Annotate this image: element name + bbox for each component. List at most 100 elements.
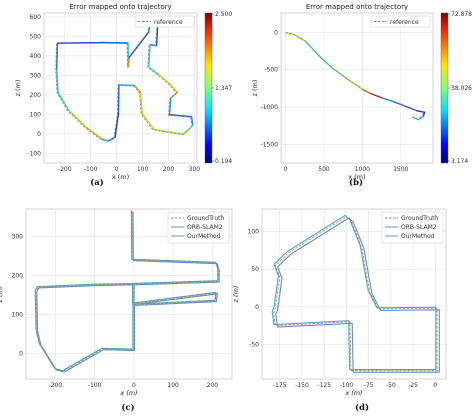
y-axis-label: z (m) xyxy=(14,80,22,97)
colorbar-label-max: 72.878 xyxy=(451,11,472,18)
x-tick-label: 0 xyxy=(433,382,437,389)
ground-truth-line xyxy=(273,216,438,372)
colorbar-label-mid: 38.026 xyxy=(451,85,472,92)
panel-caption: (c) xyxy=(121,402,134,413)
y-tick-label: 50 xyxy=(251,266,259,273)
x-tick-label: -100 xyxy=(88,382,102,389)
y-axis-label: z (m) xyxy=(251,80,259,97)
chart-title: Error mapped onto trajectory xyxy=(69,3,171,11)
x-tick-label: -75 xyxy=(364,382,374,389)
legend-label: ORB-SLAM2 xyxy=(187,224,223,231)
error-segment xyxy=(118,84,136,87)
x-tick-label: 500 xyxy=(318,166,330,173)
error-segment xyxy=(190,115,194,127)
y-tick-label: -500 xyxy=(264,67,278,74)
x-tick-label: -100 xyxy=(340,382,354,389)
legend: reference xyxy=(370,15,431,28)
colorbar-label-max: 2.500 xyxy=(215,11,232,18)
error-segment xyxy=(133,84,142,93)
error-segment xyxy=(85,126,103,140)
y-axis-label: z (m) xyxy=(232,286,240,304)
x-axis-label: x (m) xyxy=(344,389,362,397)
plot-area xyxy=(280,12,434,164)
legend-box xyxy=(134,15,195,28)
error-segment xyxy=(422,111,426,118)
x-tick-label: -125 xyxy=(317,382,331,389)
x-tick-label: 100 xyxy=(137,166,149,173)
legend: GroundTruth ORB-SLAM2 OurMethod xyxy=(381,211,444,244)
x-tick-label: 0 xyxy=(284,166,288,173)
y-tick-label: 100 xyxy=(30,111,42,118)
legend: reference xyxy=(134,15,195,28)
error-segment xyxy=(153,128,185,135)
y-tick-label: 300 xyxy=(30,72,42,79)
y-tick-label: 300 xyxy=(12,233,24,240)
error-segment xyxy=(57,91,70,111)
reference-line xyxy=(55,21,193,143)
y-tick-label: 200 xyxy=(12,272,24,279)
error-segment xyxy=(416,110,426,113)
error-segment xyxy=(179,114,193,118)
x-tick-label: 200 xyxy=(163,166,175,173)
panel-d: -175 -150 -125 -100 -75 -50 -25 0 -50 0 50 100 x (m)… xyxy=(232,208,447,413)
colorbar-label-mid: 1.347 xyxy=(215,85,232,92)
y-tick-label: 500 xyxy=(30,33,42,40)
y-tick-label: -100 xyxy=(27,150,41,157)
x-tick-label: -50 xyxy=(386,382,396,389)
legend-label: GroundTruth xyxy=(187,215,224,222)
colorbar: 2.500 1.347 0.194 xyxy=(204,11,232,165)
y-tick-label: 0 xyxy=(274,29,278,36)
error-segment xyxy=(57,41,106,44)
error-segment xyxy=(67,109,88,129)
x-tick-label: 1500 xyxy=(393,166,408,173)
x-tick-label: -25 xyxy=(408,382,418,389)
error-segment xyxy=(127,56,131,68)
panel-caption: (d) xyxy=(355,402,369,413)
error-segment xyxy=(148,66,160,76)
x-axis-label: x (m) xyxy=(112,173,129,181)
error-segment xyxy=(168,97,172,116)
x-tick-label: 1000 xyxy=(355,166,370,173)
y-tick-label: 100 xyxy=(12,312,24,319)
colorbar-gradient xyxy=(204,12,213,164)
error-segment xyxy=(285,32,295,36)
x-tick-label: 300 xyxy=(189,166,201,173)
error-segment xyxy=(56,42,59,70)
x-tick-label: 100 xyxy=(167,382,179,389)
panel-a: -200 -100 0 100 200 300 -100 0 100 200 300 400 500 60… xyxy=(14,3,232,188)
x-axis-label: x (m) xyxy=(119,389,137,397)
y-tick-label: -1500 xyxy=(261,141,279,148)
x-tick-label: 0 xyxy=(115,166,119,173)
orb-slam2-line xyxy=(36,211,220,373)
y-tick-label: -50 xyxy=(249,341,259,348)
colorbar-label-min: 3.174 xyxy=(451,158,468,165)
y-tick-label: 0 xyxy=(255,304,259,311)
x-tick-label: 0 xyxy=(132,382,136,389)
y-tick-label: 100 xyxy=(248,229,260,236)
legend-label: OurMethod xyxy=(187,233,221,240)
x-tick-label: -150 xyxy=(295,382,309,389)
legend: GroundTruth ORB-SLAM2 OurMethod xyxy=(167,211,230,244)
x-tick-label: -175 xyxy=(273,382,287,389)
chart-title: Error mapped onto trajectory xyxy=(306,3,408,11)
error-segment xyxy=(141,113,155,130)
panel-caption: (b) xyxy=(349,177,363,188)
reference-line xyxy=(285,32,425,120)
error-segment xyxy=(128,31,150,58)
colorbar-gradient xyxy=(440,12,449,164)
legend-box xyxy=(370,15,431,28)
panel-caption: (a) xyxy=(90,177,104,188)
error-segment xyxy=(148,43,151,68)
x-tick-label: -100 xyxy=(84,166,98,173)
panel-b: 0 500 1000 1500 -1500 -1000 -500 0 Error mapped … xyxy=(251,3,472,188)
y-tick-label: 0 xyxy=(37,131,41,138)
panel-c: -200 -100 0 100 200 0 100 200 300 x (m) z (m) (c) Gr… xyxy=(0,208,233,413)
error-segment xyxy=(168,82,178,93)
legend-label: reference xyxy=(154,19,183,26)
error-segment xyxy=(56,68,59,93)
y-axis-label: z (m) xyxy=(0,286,4,304)
error-segment xyxy=(417,116,424,121)
orb-slam2-line xyxy=(275,217,440,373)
error-segment xyxy=(158,74,171,85)
